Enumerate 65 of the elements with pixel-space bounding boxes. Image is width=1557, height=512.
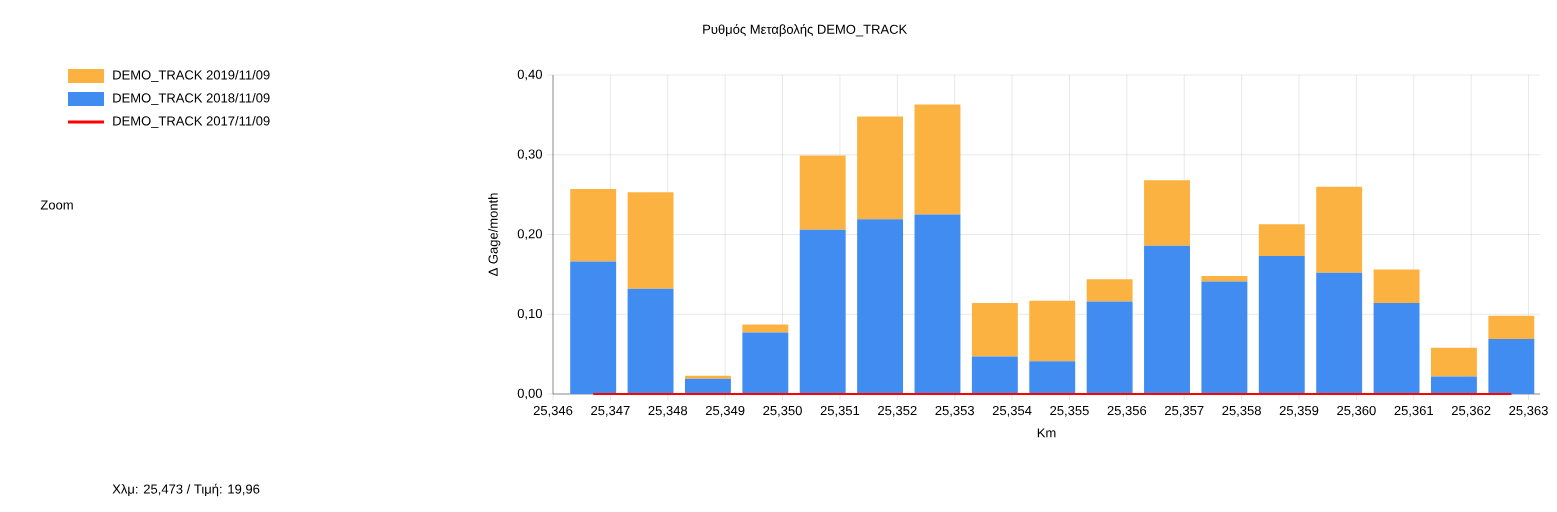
x-tick-label: 25,352: [878, 405, 917, 417]
x-tick-label: 25,354: [992, 405, 1032, 417]
bar: [627, 288, 674, 394]
x-tick-label: 25,348: [648, 405, 688, 417]
y-axis-title: Δ Gage/month: [488, 193, 501, 277]
x-tick-label: 25,359: [1279, 405, 1319, 417]
x-tick-label: 25,363: [1509, 405, 1548, 417]
bar: [627, 192, 674, 289]
x-axis-title: Km: [1037, 428, 1056, 438]
y-tick-label: 0,30: [517, 149, 543, 161]
legend-label: DEMO_TRACK 2019/11/09: [113, 69, 270, 82]
bar: [1488, 338, 1535, 394]
chart-title: Ρυθμός Μεταβολής DEMO_TRACK: [703, 24, 908, 37]
bar: [857, 116, 904, 220]
legend-label: DEMO_TRACK 2017/11/09: [113, 115, 270, 128]
bar: [1144, 180, 1190, 246]
x-tick-label: 25,360: [1337, 405, 1376, 417]
bar: [684, 375, 731, 379]
bar: [1373, 303, 1420, 394]
bar: [742, 332, 789, 394]
bar: [570, 189, 617, 262]
bar: [857, 219, 904, 394]
y-tick-label: 0,20: [517, 229, 543, 240]
x-tick-label: 25,355: [1050, 405, 1089, 417]
bar: [1316, 272, 1363, 394]
x-tick-label: 25,350: [763, 405, 802, 417]
y-tick-label: 0,10: [517, 308, 543, 320]
bar: [1373, 269, 1420, 304]
bar: [971, 356, 1018, 394]
x-tick-label: 25,361: [1394, 405, 1434, 417]
bar: [971, 303, 1018, 357]
text: Χλμ: 25,473 / Τιμή: 19,96: [112, 483, 260, 497]
bar: [1029, 361, 1076, 394]
x-tick-label: 25,346: [533, 405, 573, 417]
legend-label: DEMO_TRACK 2018/11/09: [113, 92, 270, 105]
bar: [570, 261, 617, 394]
bar: [1201, 281, 1248, 394]
bar: [1029, 300, 1076, 362]
bar: [1258, 224, 1305, 257]
bar: [1144, 245, 1190, 394]
x-tick-label: 25,347: [591, 405, 630, 417]
x-tick-label: 25,356: [1107, 405, 1147, 417]
bar: [914, 104, 961, 215]
bar: [1201, 275, 1248, 282]
bar: [1086, 301, 1133, 394]
text: Zoom: [40, 200, 73, 210]
x-tick-label: 25,362: [1451, 405, 1491, 417]
bar: [742, 324, 789, 333]
x-tick-label: 25,353: [935, 405, 974, 417]
y-tick-label: 0,40: [517, 69, 543, 81]
bar: [1430, 347, 1477, 377]
bar: [1488, 315, 1535, 339]
y-tick-label: 0,00: [517, 388, 543, 400]
x-tick-label: 25,357: [1165, 405, 1204, 417]
bar: [1430, 376, 1477, 394]
bar: [914, 214, 961, 394]
bar: [684, 378, 731, 394]
bar: [1086, 279, 1133, 302]
x-tick-label: 25,351: [820, 405, 860, 417]
bar: [799, 155, 846, 230]
x-tick-label: 25,349: [705, 405, 745, 417]
bar: [799, 229, 846, 394]
bar: [1258, 256, 1305, 394]
bar: [1316, 186, 1363, 273]
x-tick-label: 25,358: [1222, 405, 1261, 417]
